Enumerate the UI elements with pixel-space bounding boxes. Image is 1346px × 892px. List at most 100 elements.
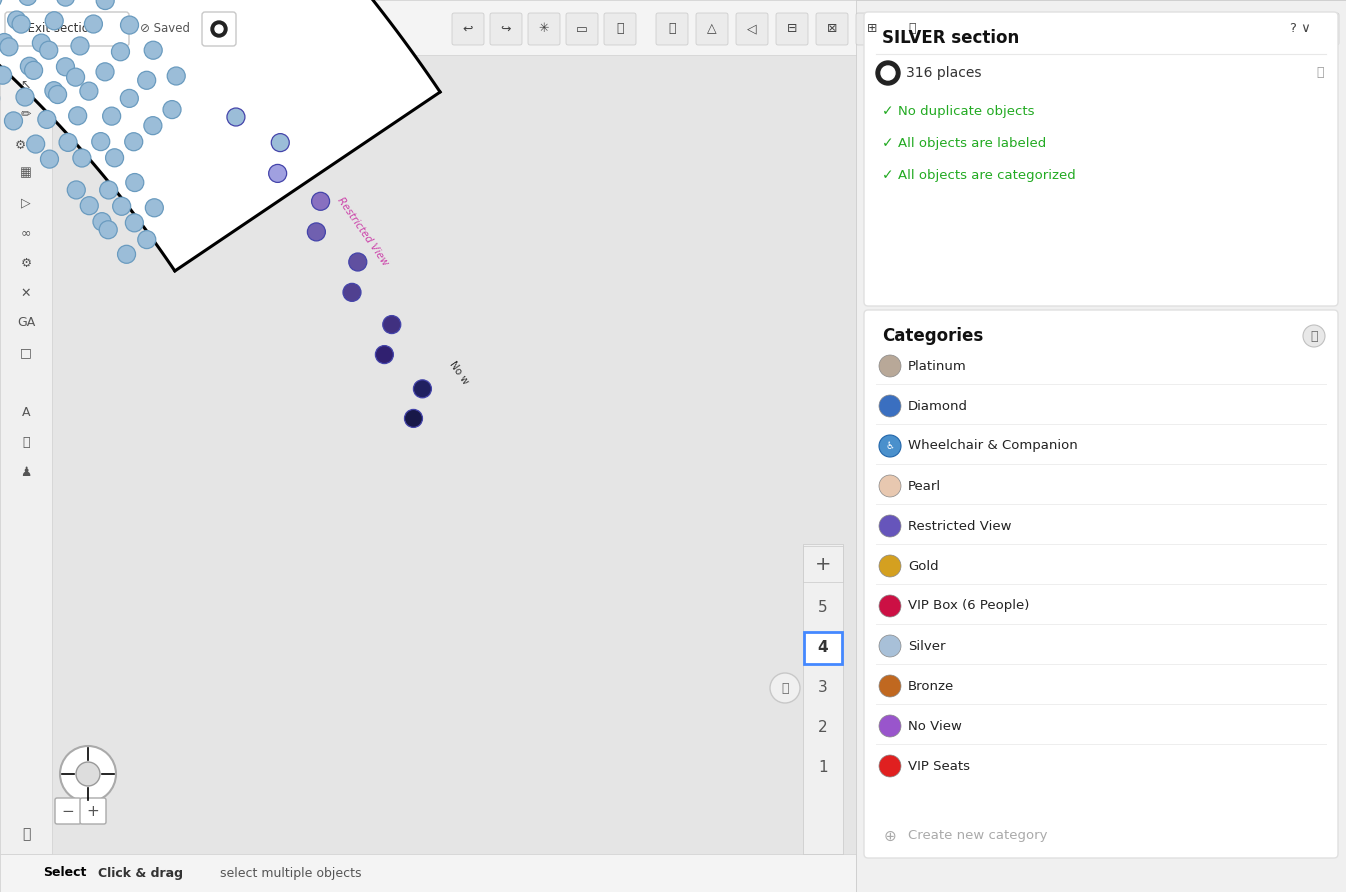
FancyBboxPatch shape [1272, 13, 1304, 45]
Circle shape [0, 34, 13, 52]
Text: −: − [62, 804, 74, 819]
Circle shape [227, 108, 245, 126]
Circle shape [48, 86, 66, 103]
FancyBboxPatch shape [452, 13, 485, 45]
Text: ▷: ▷ [22, 196, 31, 210]
Circle shape [876, 61, 900, 85]
Text: ∞: ∞ [20, 227, 31, 239]
FancyBboxPatch shape [777, 13, 808, 45]
Circle shape [57, 0, 74, 6]
Circle shape [167, 67, 186, 85]
Text: □: □ [20, 346, 32, 359]
Circle shape [879, 715, 900, 737]
Circle shape [32, 34, 50, 52]
Text: ✕: ✕ [20, 286, 31, 300]
FancyBboxPatch shape [5, 12, 129, 46]
Text: Platinum: Platinum [909, 359, 966, 373]
FancyBboxPatch shape [79, 798, 106, 824]
Bar [804, 546, 843, 582]
Text: 1: 1 [818, 761, 828, 775]
Circle shape [102, 107, 121, 125]
Text: Click & drag: Click & drag [97, 866, 183, 880]
Text: 5: 5 [818, 600, 828, 615]
Circle shape [413, 380, 432, 398]
Circle shape [59, 134, 77, 152]
Text: ⓘ: ⓘ [1310, 329, 1318, 343]
Text: ♿: ♿ [886, 441, 894, 451]
Circle shape [163, 101, 180, 119]
Text: 📷: 📷 [616, 22, 623, 36]
Circle shape [879, 355, 900, 377]
Text: Select: Select [43, 866, 86, 880]
FancyBboxPatch shape [696, 13, 728, 45]
Text: ✓: ✓ [882, 168, 894, 182]
Text: ✳: ✳ [538, 22, 549, 36]
Circle shape [92, 133, 110, 151]
Circle shape [79, 82, 98, 100]
Circle shape [879, 595, 900, 617]
Text: 🔍: 🔍 [1316, 67, 1323, 79]
FancyBboxPatch shape [490, 13, 522, 45]
Circle shape [211, 21, 227, 37]
Circle shape [19, 0, 36, 5]
Text: 2: 2 [818, 721, 828, 736]
Circle shape [144, 117, 162, 135]
Circle shape [27, 135, 44, 153]
Circle shape [121, 16, 139, 34]
FancyBboxPatch shape [896, 13, 927, 45]
Text: ◁: ◁ [747, 22, 756, 36]
Circle shape [40, 150, 58, 168]
Text: 4: 4 [817, 640, 828, 656]
Circle shape [272, 134, 289, 152]
Circle shape [67, 181, 85, 199]
Circle shape [376, 345, 393, 364]
FancyBboxPatch shape [1167, 13, 1199, 45]
Circle shape [96, 62, 114, 81]
Circle shape [57, 58, 74, 76]
Circle shape [879, 435, 900, 457]
Text: SILVER section: SILVER section [882, 29, 1019, 47]
Text: No w: No w [447, 359, 471, 386]
Text: Silver: Silver [909, 640, 945, 653]
Text: ▭: ▭ [576, 22, 588, 36]
Circle shape [125, 214, 144, 232]
FancyBboxPatch shape [528, 13, 560, 45]
Circle shape [144, 41, 163, 59]
FancyBboxPatch shape [864, 12, 1338, 306]
Circle shape [125, 133, 143, 151]
Text: 👤: 👤 [668, 22, 676, 36]
Bar [0, 55, 52, 854]
Text: All objects are categorized: All objects are categorized [898, 169, 1075, 181]
Circle shape [85, 15, 102, 33]
Circle shape [20, 57, 39, 75]
FancyBboxPatch shape [1237, 13, 1269, 45]
Circle shape [112, 43, 129, 61]
Text: 3: 3 [818, 681, 828, 696]
Text: VIP Box (6 People): VIP Box (6 People) [909, 599, 1030, 613]
FancyBboxPatch shape [1307, 13, 1339, 45]
Bar [804, 544, 843, 854]
Circle shape [61, 746, 116, 802]
Text: ✏: ✏ [20, 109, 31, 121]
Circle shape [40, 41, 58, 59]
FancyBboxPatch shape [1202, 13, 1234, 45]
Circle shape [4, 112, 23, 130]
Circle shape [145, 199, 163, 217]
Circle shape [311, 193, 330, 211]
Text: select multiple objects: select multiple objects [219, 866, 362, 880]
Text: ⊠: ⊠ [826, 22, 837, 36]
Circle shape [879, 475, 900, 497]
Text: Gold: Gold [909, 559, 938, 573]
Circle shape [100, 181, 117, 199]
Text: No duplicate objects: No duplicate objects [898, 104, 1035, 118]
Circle shape [66, 68, 85, 87]
Text: ? ∨: ? ∨ [1289, 22, 1311, 36]
Circle shape [382, 316, 401, 334]
Circle shape [0, 37, 17, 56]
Text: ✓: ✓ [882, 104, 894, 118]
Bar [0, 854, 856, 892]
FancyBboxPatch shape [656, 13, 688, 45]
Text: 🗑: 🗑 [909, 22, 915, 36]
Circle shape [0, 66, 12, 84]
Circle shape [879, 395, 900, 417]
